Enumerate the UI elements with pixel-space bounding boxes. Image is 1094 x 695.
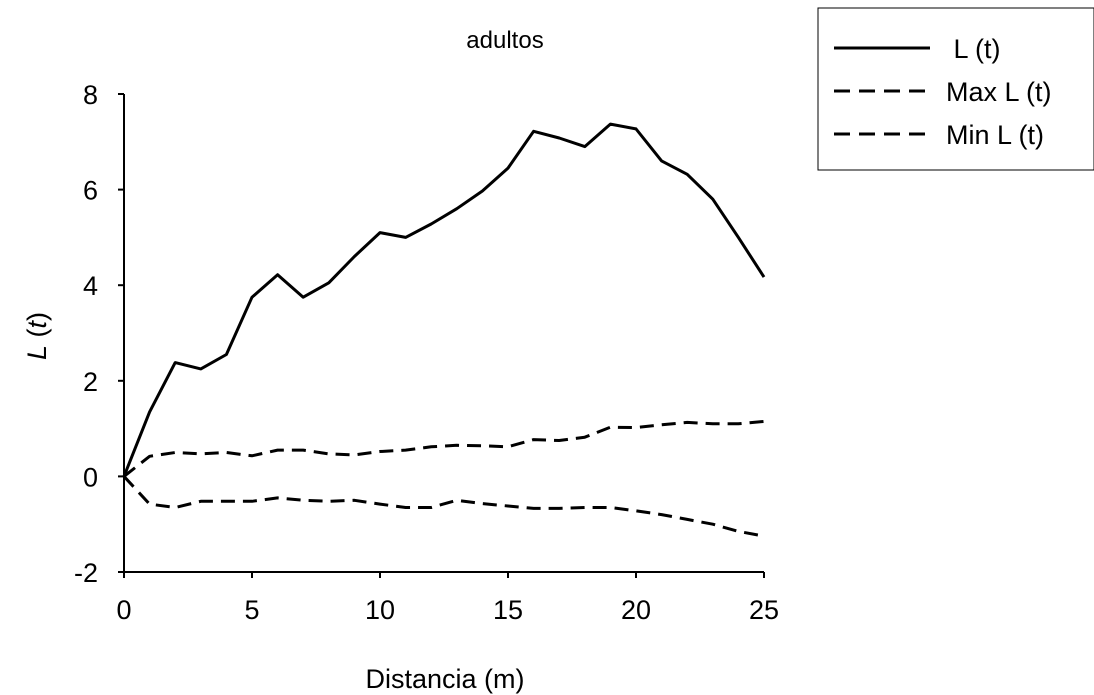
svg-text:L (t): L (t) [22,312,52,360]
x-tick-label: 20 [621,595,651,625]
series-line-2 [123,419,765,478]
legend-label-3: Min L (t) [946,120,1044,150]
x-tick-label: 10 [365,595,395,625]
y-axis-label-open: ( [22,328,52,345]
x-tick-label: 0 [116,595,131,625]
y-tick-label: 8 [83,80,98,110]
x-tick-label: 5 [244,595,259,625]
legend: L (t) Max L (t) Min L (t) [817,7,1094,171]
y-tick-label: -2 [74,558,98,588]
y-tick-label: 0 [83,462,98,492]
x-axis-label: Distancia (m) [365,664,524,694]
y-axis-label: L (t) [22,312,52,360]
x-tick-label: 25 [749,595,779,625]
y-tick-label: 2 [83,367,98,397]
y-tick-label: 6 [83,176,98,206]
y-axis-label-symbol: L [22,345,52,360]
series-line-1 [122,122,766,477]
chart-title: adultos [466,27,543,54]
plot-area: -2 0 2 4 6 8 0 5 10 15 20 25 [74,80,779,625]
y-tick-label: 4 [83,271,98,301]
legend-label-2: Max L (t) [946,77,1052,107]
series-line-3 [122,475,765,538]
x-tick-label: 15 [493,595,523,625]
y-axis-label-var: t [22,319,52,328]
y-axis-label-close: ) [22,312,52,321]
legend-label-1: L (t) [946,34,1001,64]
legend-box [817,7,1094,171]
